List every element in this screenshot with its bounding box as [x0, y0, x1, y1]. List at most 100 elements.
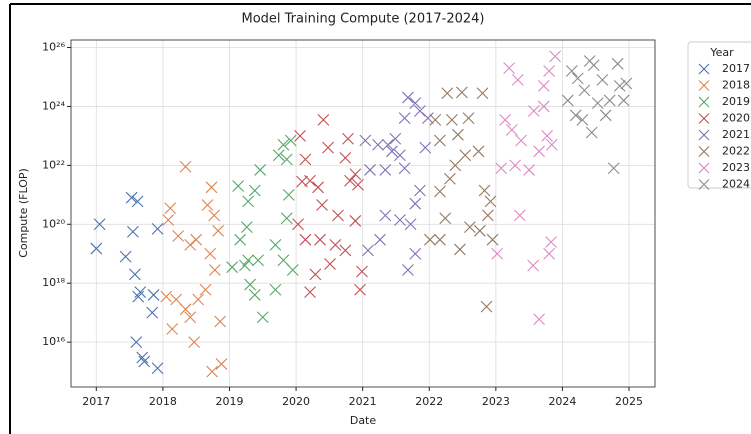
x-tick-label: 2025 — [615, 395, 643, 408]
point — [256, 311, 269, 324]
point — [545, 138, 558, 151]
point — [322, 141, 334, 154]
point — [480, 300, 493, 313]
point — [484, 195, 497, 208]
point — [170, 293, 183, 306]
point — [242, 254, 255, 267]
point — [578, 84, 591, 97]
legend-label: 2022 — [722, 145, 750, 158]
point — [585, 126, 598, 139]
point — [414, 184, 426, 197]
point — [354, 283, 366, 296]
point — [434, 134, 446, 147]
point — [537, 100, 550, 113]
point — [398, 162, 411, 175]
y-tick-label: 10²⁰ — [42, 217, 65, 230]
point — [472, 145, 485, 158]
x-tick-label: 2018 — [149, 395, 177, 408]
y-tick-label: 10²⁴ — [42, 99, 65, 112]
point — [205, 181, 218, 194]
point — [339, 151, 352, 164]
legend-marker — [698, 162, 710, 174]
point — [414, 105, 426, 117]
point — [208, 264, 221, 276]
point — [232, 180, 245, 192]
point — [613, 79, 626, 92]
point — [499, 113, 512, 126]
point — [537, 79, 550, 92]
point — [240, 221, 253, 234]
point — [162, 214, 175, 226]
legend-label: 2021 — [722, 128, 750, 141]
x-tick-label: 2020 — [282, 395, 310, 408]
point — [398, 112, 411, 125]
point — [252, 254, 265, 267]
point — [419, 141, 432, 154]
y-axis-label: Compute (FLOP) — [17, 168, 30, 258]
point — [422, 112, 434, 125]
point — [164, 202, 177, 215]
point — [527, 105, 540, 117]
point — [565, 65, 578, 77]
point — [339, 244, 352, 257]
legend-marker — [698, 63, 710, 75]
point — [204, 247, 217, 260]
point — [476, 87, 489, 100]
point — [190, 233, 203, 246]
point — [404, 218, 417, 231]
point — [533, 313, 546, 326]
point — [513, 209, 526, 222]
point — [166, 323, 179, 335]
x-tick-label: 2023 — [482, 395, 510, 408]
point — [587, 59, 600, 72]
point — [244, 278, 257, 291]
legend-title: Year — [709, 46, 734, 59]
point — [503, 62, 516, 75]
point — [201, 199, 214, 211]
point — [481, 209, 494, 222]
point — [372, 138, 384, 151]
chart-title: Model Training Compute (2017-2024) — [241, 12, 484, 27]
point — [269, 283, 282, 296]
point — [234, 233, 247, 246]
point — [549, 50, 562, 63]
point — [199, 283, 212, 296]
point — [284, 134, 297, 147]
point — [356, 265, 368, 278]
point — [441, 87, 454, 100]
point — [324, 258, 336, 270]
point — [277, 254, 290, 267]
x-tick-label: 2022 — [415, 395, 443, 408]
point — [505, 124, 518, 136]
point — [352, 178, 364, 191]
point — [533, 145, 546, 158]
point — [179, 303, 192, 316]
point — [282, 188, 295, 201]
legend-marker — [698, 113, 710, 124]
point — [332, 209, 344, 222]
point — [242, 195, 255, 208]
point — [509, 159, 522, 172]
point — [151, 222, 164, 235]
point — [147, 289, 160, 301]
legend-marker — [698, 96, 710, 108]
point — [603, 94, 616, 107]
point — [523, 164, 536, 176]
point — [429, 113, 442, 126]
point — [511, 73, 524, 86]
point — [495, 162, 508, 175]
y-tick-label: 10²² — [42, 158, 65, 171]
point — [409, 97, 422, 109]
point — [294, 130, 306, 142]
point — [146, 306, 159, 319]
point — [515, 134, 528, 147]
point — [596, 73, 609, 86]
point — [389, 132, 402, 145]
point — [93, 218, 106, 231]
point — [473, 224, 486, 237]
point — [541, 130, 554, 142]
point — [188, 336, 201, 349]
point — [446, 113, 458, 126]
point — [543, 65, 556, 77]
point — [131, 195, 144, 208]
